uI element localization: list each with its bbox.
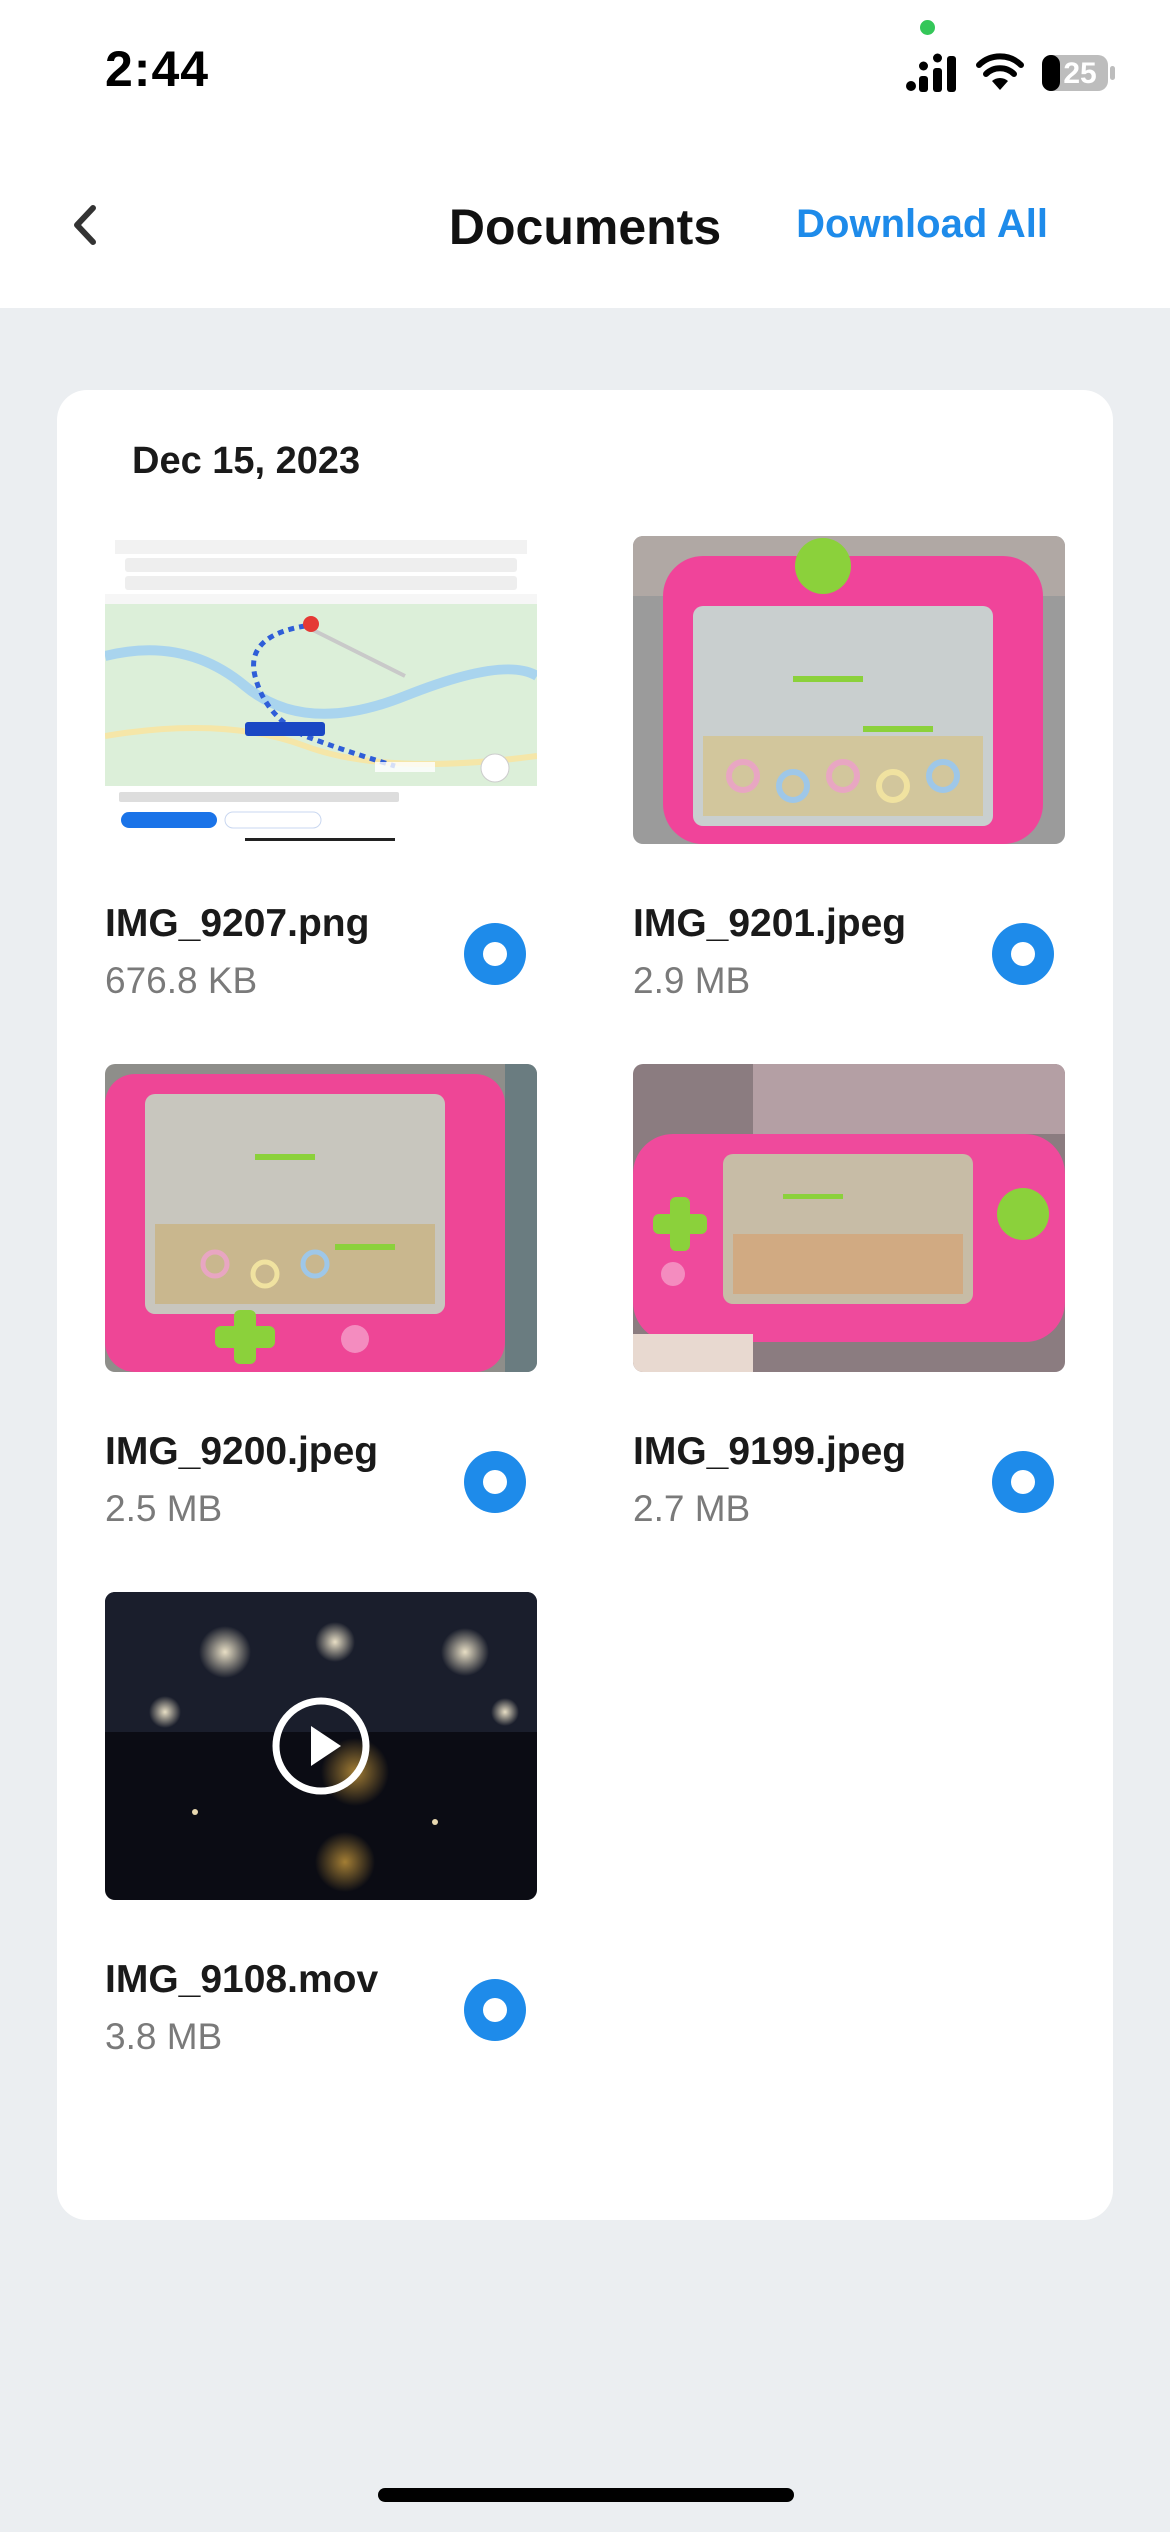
section-date: Dec 15, 2023	[132, 440, 361, 482]
battery-level: 25	[1063, 57, 1097, 90]
download-all-button[interactable]: Download All	[796, 202, 1048, 246]
chevron-left-icon	[74, 205, 96, 245]
signal-icon	[906, 53, 956, 92]
file-thumbnail[interactable]	[105, 1064, 537, 1372]
file-name: IMG_9207.png	[105, 902, 370, 945]
documents-card: Dec 15, 2023 IMG_9207.png 676.8 KB	[57, 390, 1113, 2220]
select-radio[interactable]	[464, 923, 526, 985]
battery-icon	[1042, 55, 1115, 91]
file-thumbnail[interactable]	[105, 536, 537, 844]
photo-image	[105, 1064, 537, 1372]
video-thumbnail-image	[105, 1592, 537, 1900]
file-size: 2.7 MB	[633, 1488, 751, 1529]
file-size: 2.5 MB	[105, 1488, 223, 1529]
file-thumbnail[interactable]	[633, 1064, 1065, 1372]
back-button[interactable]	[55, 190, 115, 260]
select-radio[interactable]	[464, 1451, 526, 1513]
map-screenshot-image	[105, 536, 537, 844]
play-icon[interactable]	[271, 1696, 371, 1796]
page-title: Documents	[448, 199, 722, 255]
file-size: 2.9 MB	[633, 960, 751, 1001]
file-name: IMG_9201.jpeg	[633, 902, 907, 945]
file-size: 3.8 MB	[105, 2016, 223, 2057]
status-bar: 2:44 25	[0, 0, 1170, 150]
nav-bar: Documents Download All	[0, 150, 1170, 308]
home-indicator[interactable]	[378, 2488, 794, 2502]
file-thumbnail[interactable]	[105, 1592, 537, 1900]
privacy-indicator-dot	[920, 20, 935, 35]
wifi-icon	[976, 53, 1024, 90]
select-radio[interactable]	[464, 1979, 526, 2041]
photo-image	[633, 1064, 1065, 1372]
select-radio[interactable]	[992, 923, 1054, 985]
status-time: 2:44	[105, 41, 210, 97]
select-radio[interactable]	[992, 1451, 1054, 1513]
file-name: IMG_9199.jpeg	[633, 1430, 907, 1473]
photo-image	[633, 536, 1065, 844]
file-name: IMG_9108.mov	[105, 1958, 379, 2001]
file-name: IMG_9200.jpeg	[105, 1430, 379, 1473]
file-size: 676.8 KB	[105, 960, 258, 1001]
file-thumbnail[interactable]	[633, 536, 1065, 844]
